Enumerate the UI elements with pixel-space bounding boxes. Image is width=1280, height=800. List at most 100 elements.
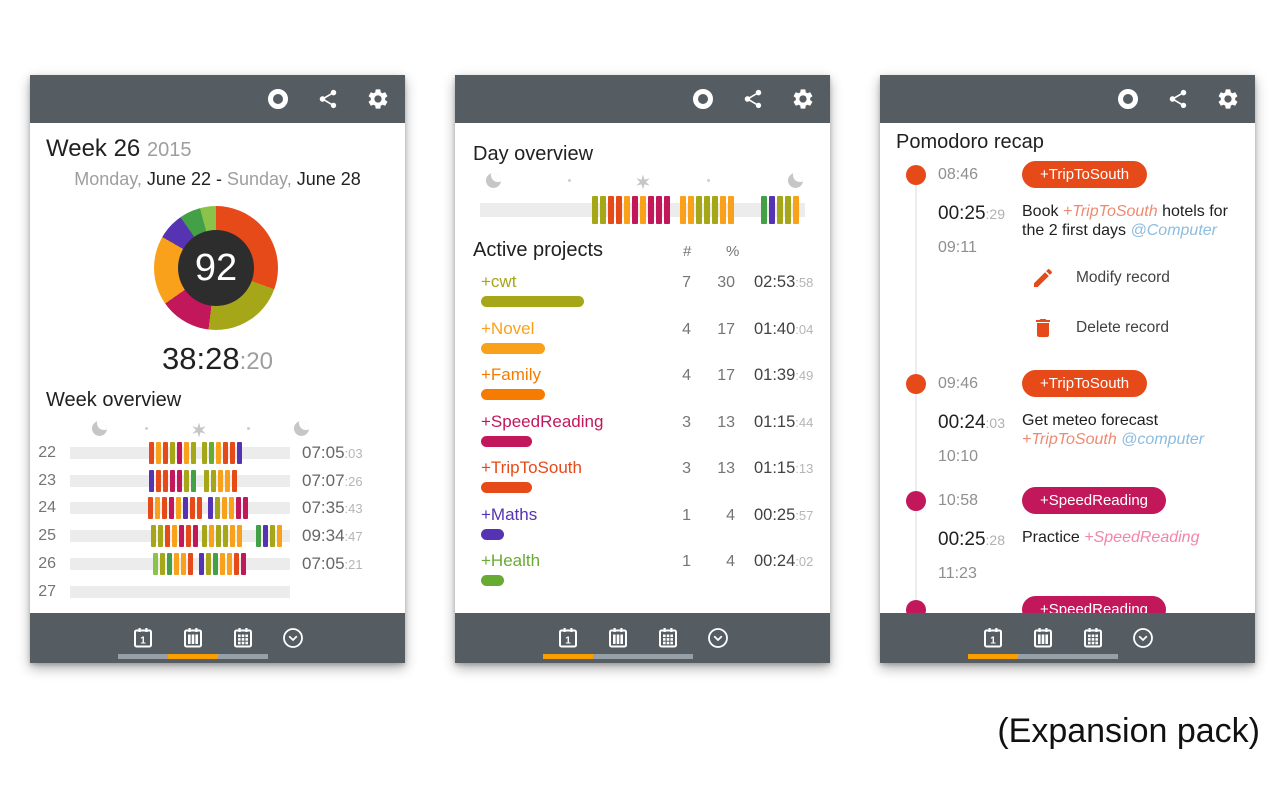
project-count: 3 — [682, 413, 691, 431]
pomodoro-tick — [592, 196, 599, 224]
pomodoro-tick — [149, 441, 155, 464]
modify-record-action[interactable]: Modify record — [1030, 263, 1250, 293]
history-icon[interactable] — [706, 625, 730, 651]
project-badge[interactable]: +SpeedReading — [1022, 487, 1167, 514]
calendar-month-icon[interactable] — [656, 625, 680, 651]
pomodoro-tick — [225, 469, 231, 492]
pomodoro-tick — [212, 553, 218, 576]
calendar-month-icon[interactable] — [231, 625, 255, 651]
pomodoro-tick — [187, 553, 193, 576]
pomodoro-tick — [232, 469, 238, 492]
time-hhmm: 09:34 — [302, 526, 345, 546]
project-row[interactable]: +Health 1 4 00:24:02 — [455, 548, 830, 595]
settings-gear-icon[interactable] — [791, 87, 815, 111]
record-ring — [268, 89, 288, 109]
day-view-screen: Day overview Active projects # % +cwt 7 30… — [455, 75, 830, 663]
nav-active-indicator[interactable] — [543, 654, 693, 659]
start-time: 09:46 — [938, 375, 979, 392]
pomodoro-tick — [230, 525, 235, 548]
record-icon[interactable] — [1116, 87, 1140, 111]
project-badge[interactable]: +SpeedReading — [1022, 596, 1167, 613]
pomodoro-tick — [769, 196, 776, 224]
sun-icon — [190, 421, 208, 444]
project-row[interactable]: +Family 4 17 01:39:49 — [455, 362, 830, 409]
recap-screen: Pomodoro recap 08:46 +TripToSouth 00:25:29… — [880, 75, 1255, 663]
calendar-day-icon[interactable]: 1 — [131, 625, 155, 651]
calendar-day-icon[interactable]: 1 — [981, 625, 1005, 651]
context-tag: @computer — [1121, 431, 1205, 448]
date-part: Monday, — [74, 169, 147, 189]
share-icon[interactable] — [1166, 87, 1190, 111]
record-description: Practice +SpeedReading — [1022, 528, 1240, 547]
time-hhmm: 07:05 — [302, 442, 345, 462]
pomodoro-tick — [163, 441, 169, 464]
time-hhmm: 00:25 — [754, 505, 796, 524]
calendar-week-icon[interactable] — [606, 625, 630, 651]
nav-active-indicator[interactable] — [968, 654, 1118, 659]
time-hhmm: 07:05 — [302, 554, 345, 574]
time-seconds: :13 — [795, 461, 814, 476]
timeline-dot — [906, 374, 926, 394]
pomodoro-tick — [183, 497, 189, 520]
day-label: 27 — [38, 582, 56, 600]
active-projects-heading: Active projects — [473, 239, 604, 261]
day-label: 23 — [38, 471, 56, 489]
day-overview-heading: Day overview — [473, 143, 594, 165]
nav-active-segment — [968, 654, 1018, 659]
day-total-time: 09:34:47 — [302, 526, 363, 546]
svg-text:1: 1 — [140, 636, 146, 647]
pomodoro-tick — [777, 196, 784, 224]
toolbar — [880, 75, 1255, 123]
pomodoro-tick — [240, 553, 246, 576]
calendar-week-icon[interactable] — [181, 625, 205, 651]
project-row[interactable]: +cwt 7 30 02:53:58 — [455, 269, 830, 316]
recap-heading: Pomodoro recap — [896, 131, 1044, 153]
calendar-week-icon[interactable] — [1031, 625, 1055, 651]
calendar-month-icon[interactable] — [1081, 625, 1105, 651]
nav-active-indicator[interactable] — [118, 654, 268, 659]
project-row[interactable]: +Maths 1 4 00:25:57 — [455, 502, 830, 549]
bottom-nav: 1 — [880, 613, 1255, 663]
history-icon[interactable] — [281, 625, 305, 651]
project-count: 1 — [682, 506, 691, 524]
project-time: 02:53:58 — [754, 273, 813, 292]
pomodoro-tick — [198, 553, 204, 576]
pomodoro-tick — [262, 525, 268, 548]
pomodoro-tick — [242, 497, 248, 520]
week-row: 27 — [30, 578, 405, 606]
pomodoro-tick — [155, 497, 161, 520]
calendar-day-icon[interactable]: 1 — [556, 625, 580, 651]
project-time: 00:25:57 — [754, 506, 813, 525]
pomodoro-tick — [695, 196, 702, 224]
record-icon[interactable] — [691, 87, 715, 111]
project-percent: 17 — [717, 320, 735, 338]
share-icon[interactable] — [316, 87, 340, 111]
project-badge[interactable]: +TripToSouth — [1022, 161, 1148, 188]
project-row[interactable]: +SpeedReading 3 13 01:15:44 — [455, 409, 830, 456]
settings-gear-icon[interactable] — [1216, 87, 1240, 111]
pomodoro-tick — [648, 196, 655, 224]
pomodoro-tick — [170, 469, 176, 492]
week-row: 22 07:05:03 — [30, 439, 405, 467]
delete-record-action[interactable]: Delete record — [1030, 313, 1250, 343]
svg-text:1: 1 — [990, 636, 996, 647]
pomodoro-tick — [703, 196, 710, 224]
percent-column-header: % — [726, 243, 740, 260]
history-icon[interactable] — [1131, 625, 1155, 651]
project-row[interactable]: +Novel 4 17 01:40:04 — [455, 316, 830, 363]
moon-icon — [92, 421, 107, 436]
pomodoro-tick — [230, 441, 235, 464]
day-track-bar — [70, 553, 290, 576]
project-percent: 4 — [726, 506, 735, 524]
settings-gear-icon[interactable] — [366, 87, 390, 111]
date-part: Sunday, — [226, 169, 297, 189]
project-percent: 4 — [726, 553, 735, 570]
record-icon[interactable] — [266, 87, 290, 111]
pomodoro-tick — [149, 469, 155, 492]
share-icon[interactable] — [741, 87, 765, 111]
project-row[interactable]: +TripToSouth 3 13 01:15:13 — [455, 455, 830, 502]
pomodoro-tick — [269, 525, 275, 548]
pomodoro-tick — [148, 497, 154, 520]
project-badge[interactable]: +TripToSouth — [1022, 370, 1148, 397]
